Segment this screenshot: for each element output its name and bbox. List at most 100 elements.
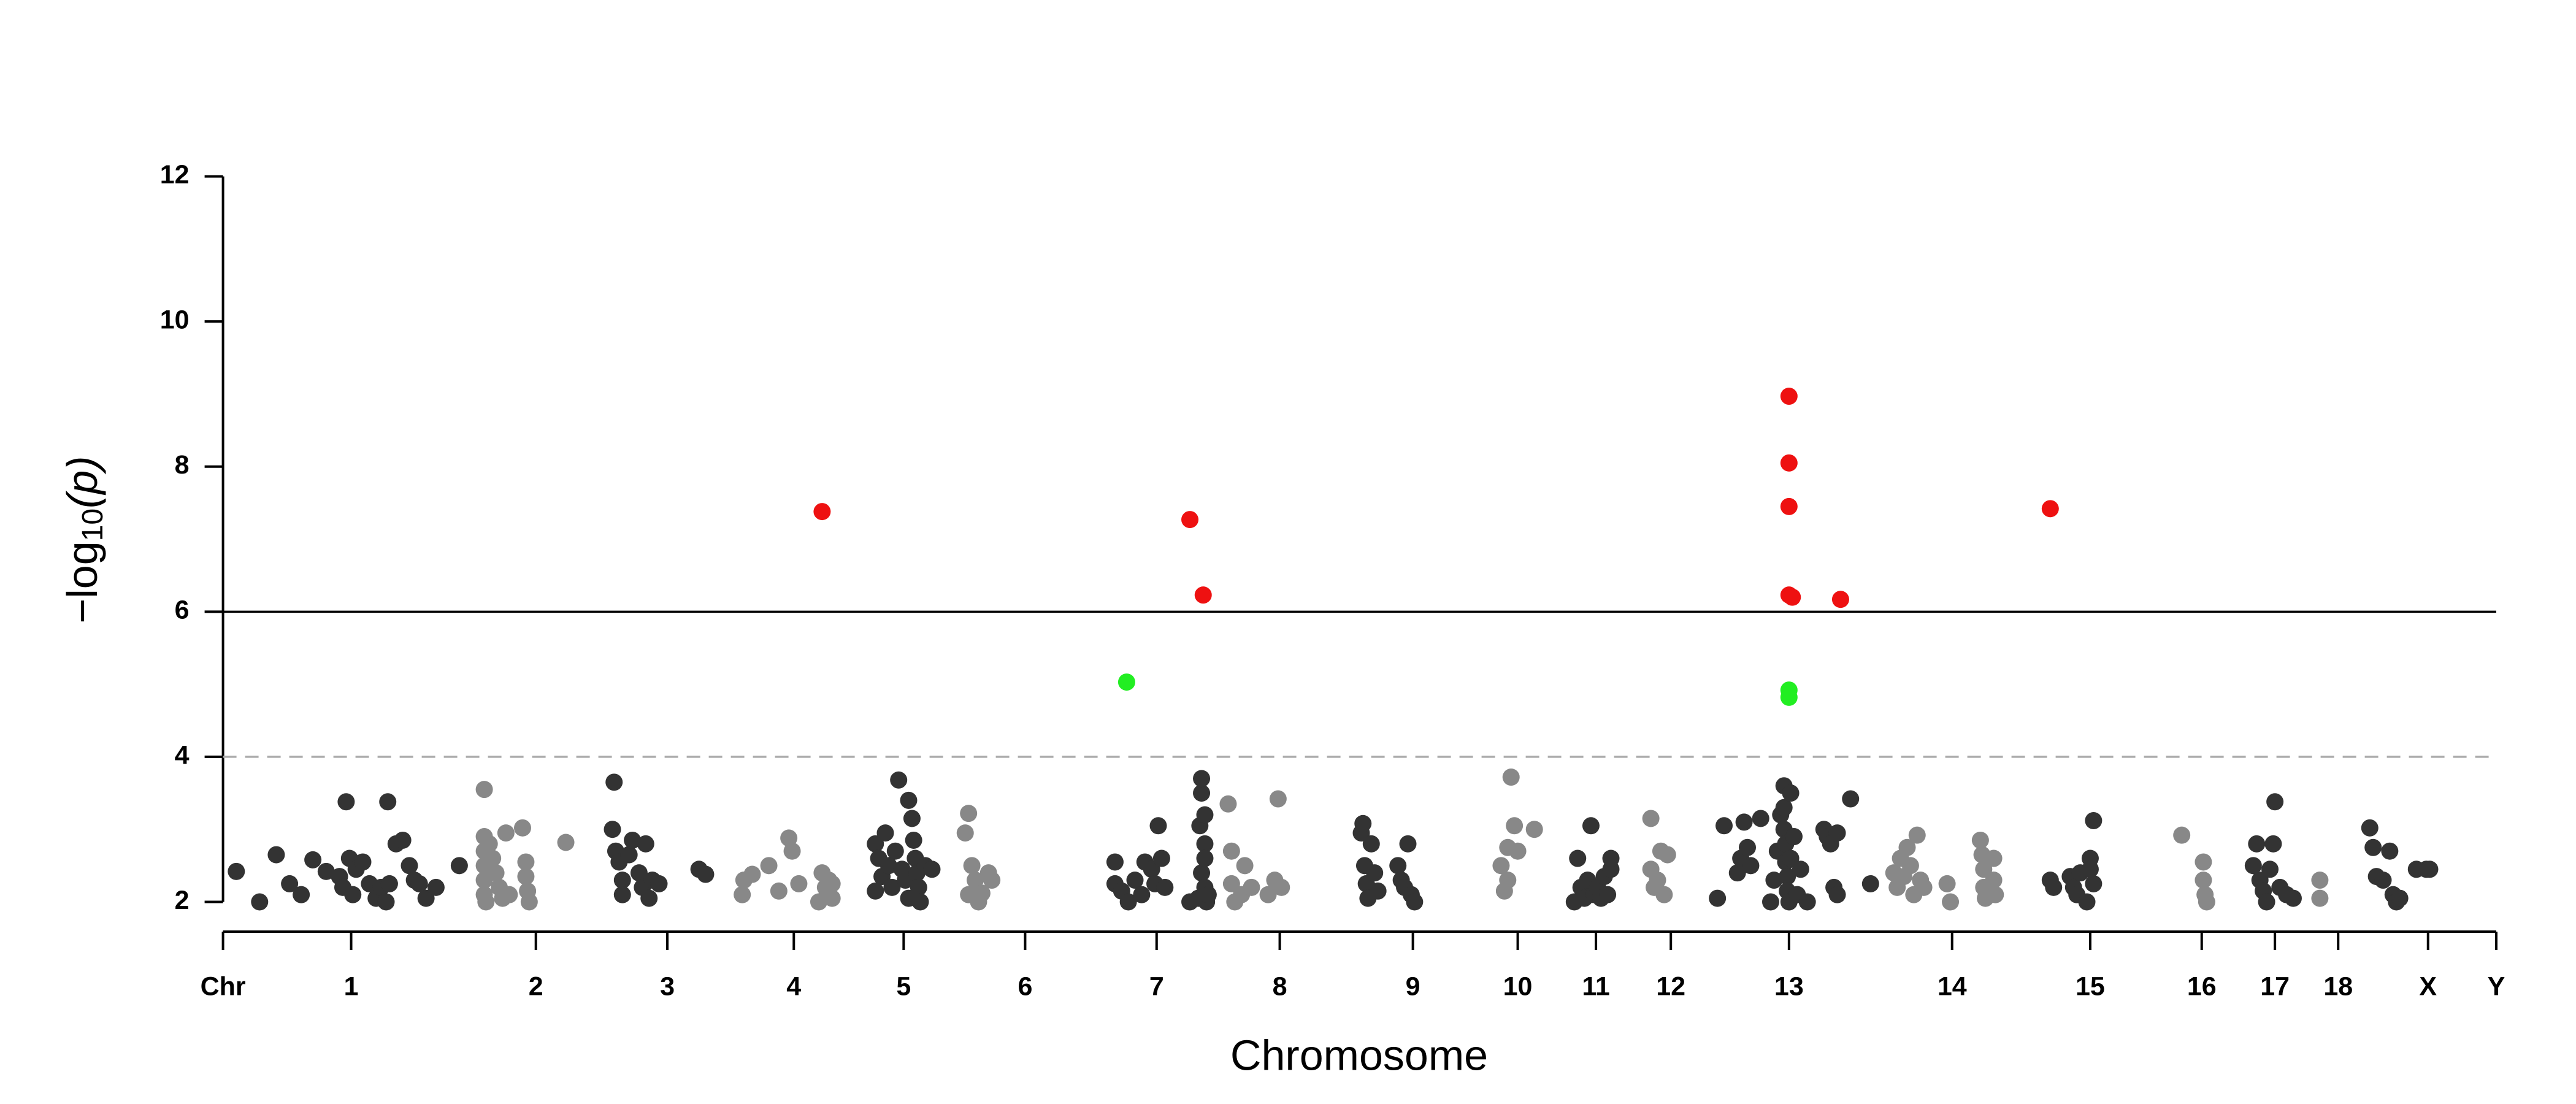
point [293, 886, 310, 903]
x-tick-label: 3 [660, 972, 675, 1001]
point [1942, 893, 1960, 911]
point [410, 875, 428, 892]
point [1219, 795, 1237, 813]
point [823, 889, 841, 907]
point [1828, 824, 1846, 842]
point [1985, 849, 2003, 867]
point [1971, 831, 1989, 849]
point [823, 875, 841, 892]
point [281, 875, 299, 892]
point [1193, 784, 1211, 802]
point [1742, 857, 1760, 875]
x-tick-label: 6 [1018, 972, 1032, 1001]
point [1739, 838, 1757, 856]
x-tick-label: 12 [1656, 972, 1685, 1001]
point [1273, 878, 1290, 896]
point [640, 889, 658, 907]
point [2266, 793, 2284, 811]
point [2248, 835, 2266, 853]
point [1861, 875, 1879, 892]
point [637, 835, 654, 853]
x-tick-label: 10 [1503, 972, 1533, 1001]
y-tick-label: 2 [175, 886, 190, 915]
point [983, 872, 1001, 889]
point [1975, 861, 1993, 878]
point [790, 875, 808, 892]
x-tick-label: 4 [786, 972, 801, 1001]
point [377, 893, 395, 911]
point [963, 857, 981, 875]
point [770, 882, 788, 900]
point [1985, 872, 2003, 889]
y-tick-label: 12 [160, 160, 190, 190]
x-tick-label: 1 [344, 972, 359, 1001]
point [734, 886, 751, 903]
point [304, 851, 322, 868]
point [1709, 889, 1727, 907]
point [2391, 889, 2409, 907]
point [513, 819, 531, 837]
point [1193, 770, 1211, 788]
point [1143, 861, 1160, 878]
point [890, 771, 908, 789]
point [760, 857, 778, 875]
point [1389, 857, 1407, 875]
point [1582, 817, 1600, 835]
point [497, 824, 515, 842]
point [1362, 835, 1380, 853]
point [2085, 812, 2103, 830]
point [1126, 872, 1144, 889]
point [480, 835, 498, 853]
point [605, 773, 623, 791]
point [1222, 842, 1240, 860]
point [1243, 878, 1260, 896]
point [1780, 497, 1798, 515]
point [650, 875, 668, 892]
point [267, 846, 285, 864]
point [2264, 835, 2282, 853]
point [1152, 849, 1170, 867]
point [1222, 875, 1240, 892]
y-tick-label: 6 [175, 596, 190, 625]
point [783, 842, 801, 860]
point [911, 893, 929, 911]
point [1502, 769, 1520, 786]
point [1106, 853, 1124, 871]
point [1761, 893, 1779, 911]
point [1735, 813, 1753, 831]
point [1499, 872, 1517, 889]
point [1369, 882, 1387, 900]
point [1938, 875, 1956, 892]
point [2374, 872, 2392, 889]
point [1196, 849, 1214, 867]
point [394, 831, 412, 849]
point [477, 893, 495, 911]
point [960, 805, 978, 822]
point [1525, 821, 1543, 838]
point [379, 793, 397, 811]
point [2081, 861, 2099, 878]
point [1779, 868, 1796, 886]
point [2284, 889, 2302, 907]
point [624, 831, 642, 849]
point [427, 878, 445, 896]
point [743, 865, 761, 883]
point [380, 875, 398, 892]
point [251, 893, 269, 911]
x-tick-label: X [2419, 972, 2437, 1001]
point [354, 853, 372, 871]
point [613, 886, 631, 903]
point [1780, 688, 1798, 706]
x-tick-label: 14 [1938, 972, 1967, 1001]
point [1898, 838, 1916, 856]
point [2173, 826, 2191, 844]
point [1599, 886, 1617, 903]
point [1399, 835, 1417, 853]
point [903, 810, 921, 827]
point [1987, 886, 2004, 903]
x-tick-label: Y [2488, 972, 2505, 1001]
point [1782, 784, 1800, 802]
y-tick-label: 4 [175, 740, 190, 770]
point [905, 831, 922, 849]
point [2311, 889, 2329, 907]
